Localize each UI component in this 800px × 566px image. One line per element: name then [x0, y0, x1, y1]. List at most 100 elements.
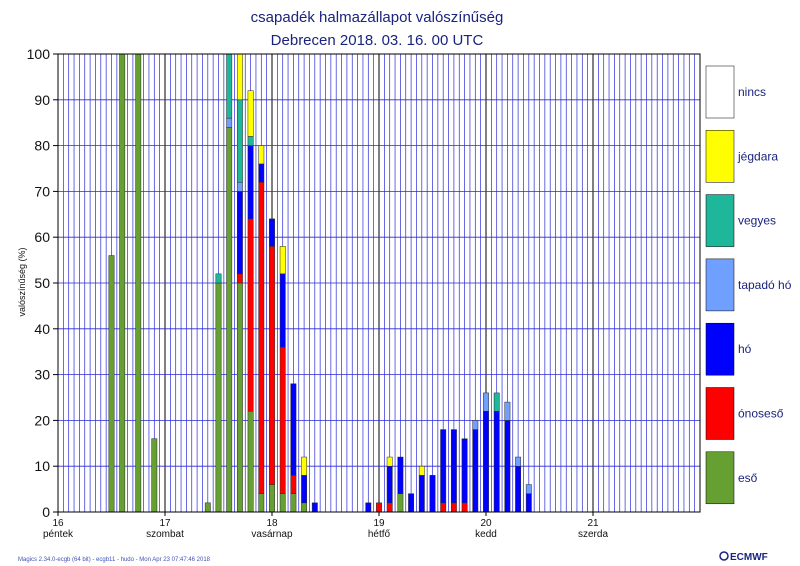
bar-segment: [119, 53, 126, 513]
bar-segment: [215, 282, 222, 513]
y-tick-label: 100: [27, 46, 51, 62]
bar-segment: [247, 410, 254, 513]
legend: nincs jégdara vegyes tapadó hó hó ónoseső eső: [705, 65, 792, 505]
bar-segment: [215, 273, 222, 284]
bar-segment: [472, 420, 479, 430]
bar-segment: [408, 493, 415, 513]
x-tick-weekday-label: péntek: [43, 529, 74, 540]
bar-segment: [236, 273, 243, 284]
bar-segment: [108, 255, 115, 513]
bar-segment: [504, 420, 511, 513]
x-tick-weekday-label: hétfő: [368, 529, 391, 540]
chart-subtitle: Debrecen 2018. 03. 16. 00 UTC: [271, 32, 484, 49]
bar-segment: [236, 181, 243, 192]
bar-segment: [386, 456, 393, 467]
bar-segment: [236, 282, 243, 513]
y-tick-label: 30: [34, 367, 50, 383]
bar-segment: [226, 127, 233, 513]
legend-swatch: [705, 130, 735, 183]
legend-swatch: [705, 194, 735, 247]
bar-segment: [311, 502, 318, 513]
bar-segment: [226, 53, 233, 119]
legend-label: vegyes: [738, 214, 776, 228]
bar-segment: [204, 502, 211, 513]
ecmwf-brand-text: ECMWF: [730, 552, 768, 563]
bar-segment: [525, 493, 532, 513]
bar-segment: [247, 145, 254, 220]
bar-segment: [461, 438, 468, 504]
bar-segment: [472, 429, 479, 513]
bar-segment: [461, 502, 468, 513]
bar-segment: [279, 246, 286, 275]
y-tick-label: 10: [34, 458, 50, 474]
bar-segment: [365, 502, 372, 513]
x-tick-day-label: 18: [266, 518, 278, 529]
bar-segment: [418, 465, 425, 476]
y-tick-label: 70: [34, 183, 50, 199]
bar-segment: [247, 136, 254, 146]
y-axis-label: valószínűség (%): [17, 247, 27, 316]
bar-segment: [247, 90, 254, 137]
bar-segment: [258, 145, 265, 165]
bar-segment: [290, 475, 297, 494]
bar-segment: [440, 502, 447, 513]
bar-segment: [440, 429, 447, 504]
bar-segment: [376, 502, 382, 513]
legend-label: nincs: [738, 85, 766, 99]
x-tick-day-label: 16: [52, 518, 64, 529]
bar-segment: [386, 502, 393, 513]
bar-segment: [135, 53, 142, 513]
y-tick-label: 80: [34, 138, 50, 154]
bar-segment: [397, 493, 404, 513]
legend-swatch: [705, 258, 735, 312]
bar-segment: [397, 456, 404, 494]
chart-title: csapadék halmazállapot valószínűség: [251, 9, 504, 26]
legend-swatch: [705, 322, 735, 376]
legend-label: ónoseső: [738, 407, 784, 421]
bar-segment: [236, 99, 243, 183]
x-tick-day-label: 19: [373, 518, 385, 529]
bar-segment: [301, 475, 308, 504]
bar-segment: [236, 191, 243, 275]
bar-segment: [290, 383, 297, 476]
x-tick-weekday-label: szombat: [146, 529, 184, 540]
bar-segment: [429, 475, 436, 513]
legend-swatch: [705, 451, 735, 505]
legend-label: tapadó hó: [738, 278, 792, 292]
bar-segment: [247, 218, 254, 412]
bar-segment: [483, 410, 489, 513]
legend-label: hó: [738, 342, 752, 356]
y-tick-label: 90: [34, 92, 50, 108]
bar-segment: [450, 502, 457, 513]
bar-segment: [151, 438, 158, 513]
bar-segment: [483, 392, 489, 412]
x-tick-weekday-label: kedd: [475, 529, 497, 540]
bar-segment: [301, 456, 308, 476]
y-tick-label: 40: [34, 321, 50, 337]
x-tick-day-label: 20: [480, 518, 492, 529]
bar-segment: [226, 117, 233, 128]
bar-segment: [290, 493, 297, 513]
bar-segment: [386, 465, 393, 504]
bar-segment: [525, 484, 532, 494]
x-tick-weekday-label: szerda: [578, 529, 608, 540]
bar-segment: [279, 493, 286, 513]
footer-info: Magics 2.34.0-ecgb (64 bit) - ecgb11 - h…: [18, 557, 211, 563]
bar-segment: [504, 401, 511, 421]
legend-swatch: [705, 387, 735, 440]
bar-segment: [493, 392, 500, 412]
ecmwf-logo: ECMWF: [719, 551, 768, 563]
bar-segment: [236, 53, 243, 101]
x-tick-weekday-label: vasárnap: [251, 529, 293, 540]
y-tick-label: 20: [34, 412, 50, 428]
bar-segment: [515, 465, 522, 513]
legend-label: jégdara: [737, 149, 778, 163]
y-tick-label: 60: [34, 229, 50, 245]
bar-segment: [279, 273, 286, 348]
x-tick-day-label: 17: [159, 518, 171, 529]
bar-segment: [418, 475, 425, 513]
bar-segment: [258, 163, 265, 183]
bar-segment: [279, 346, 286, 494]
y-tick-label: 50: [34, 275, 50, 291]
